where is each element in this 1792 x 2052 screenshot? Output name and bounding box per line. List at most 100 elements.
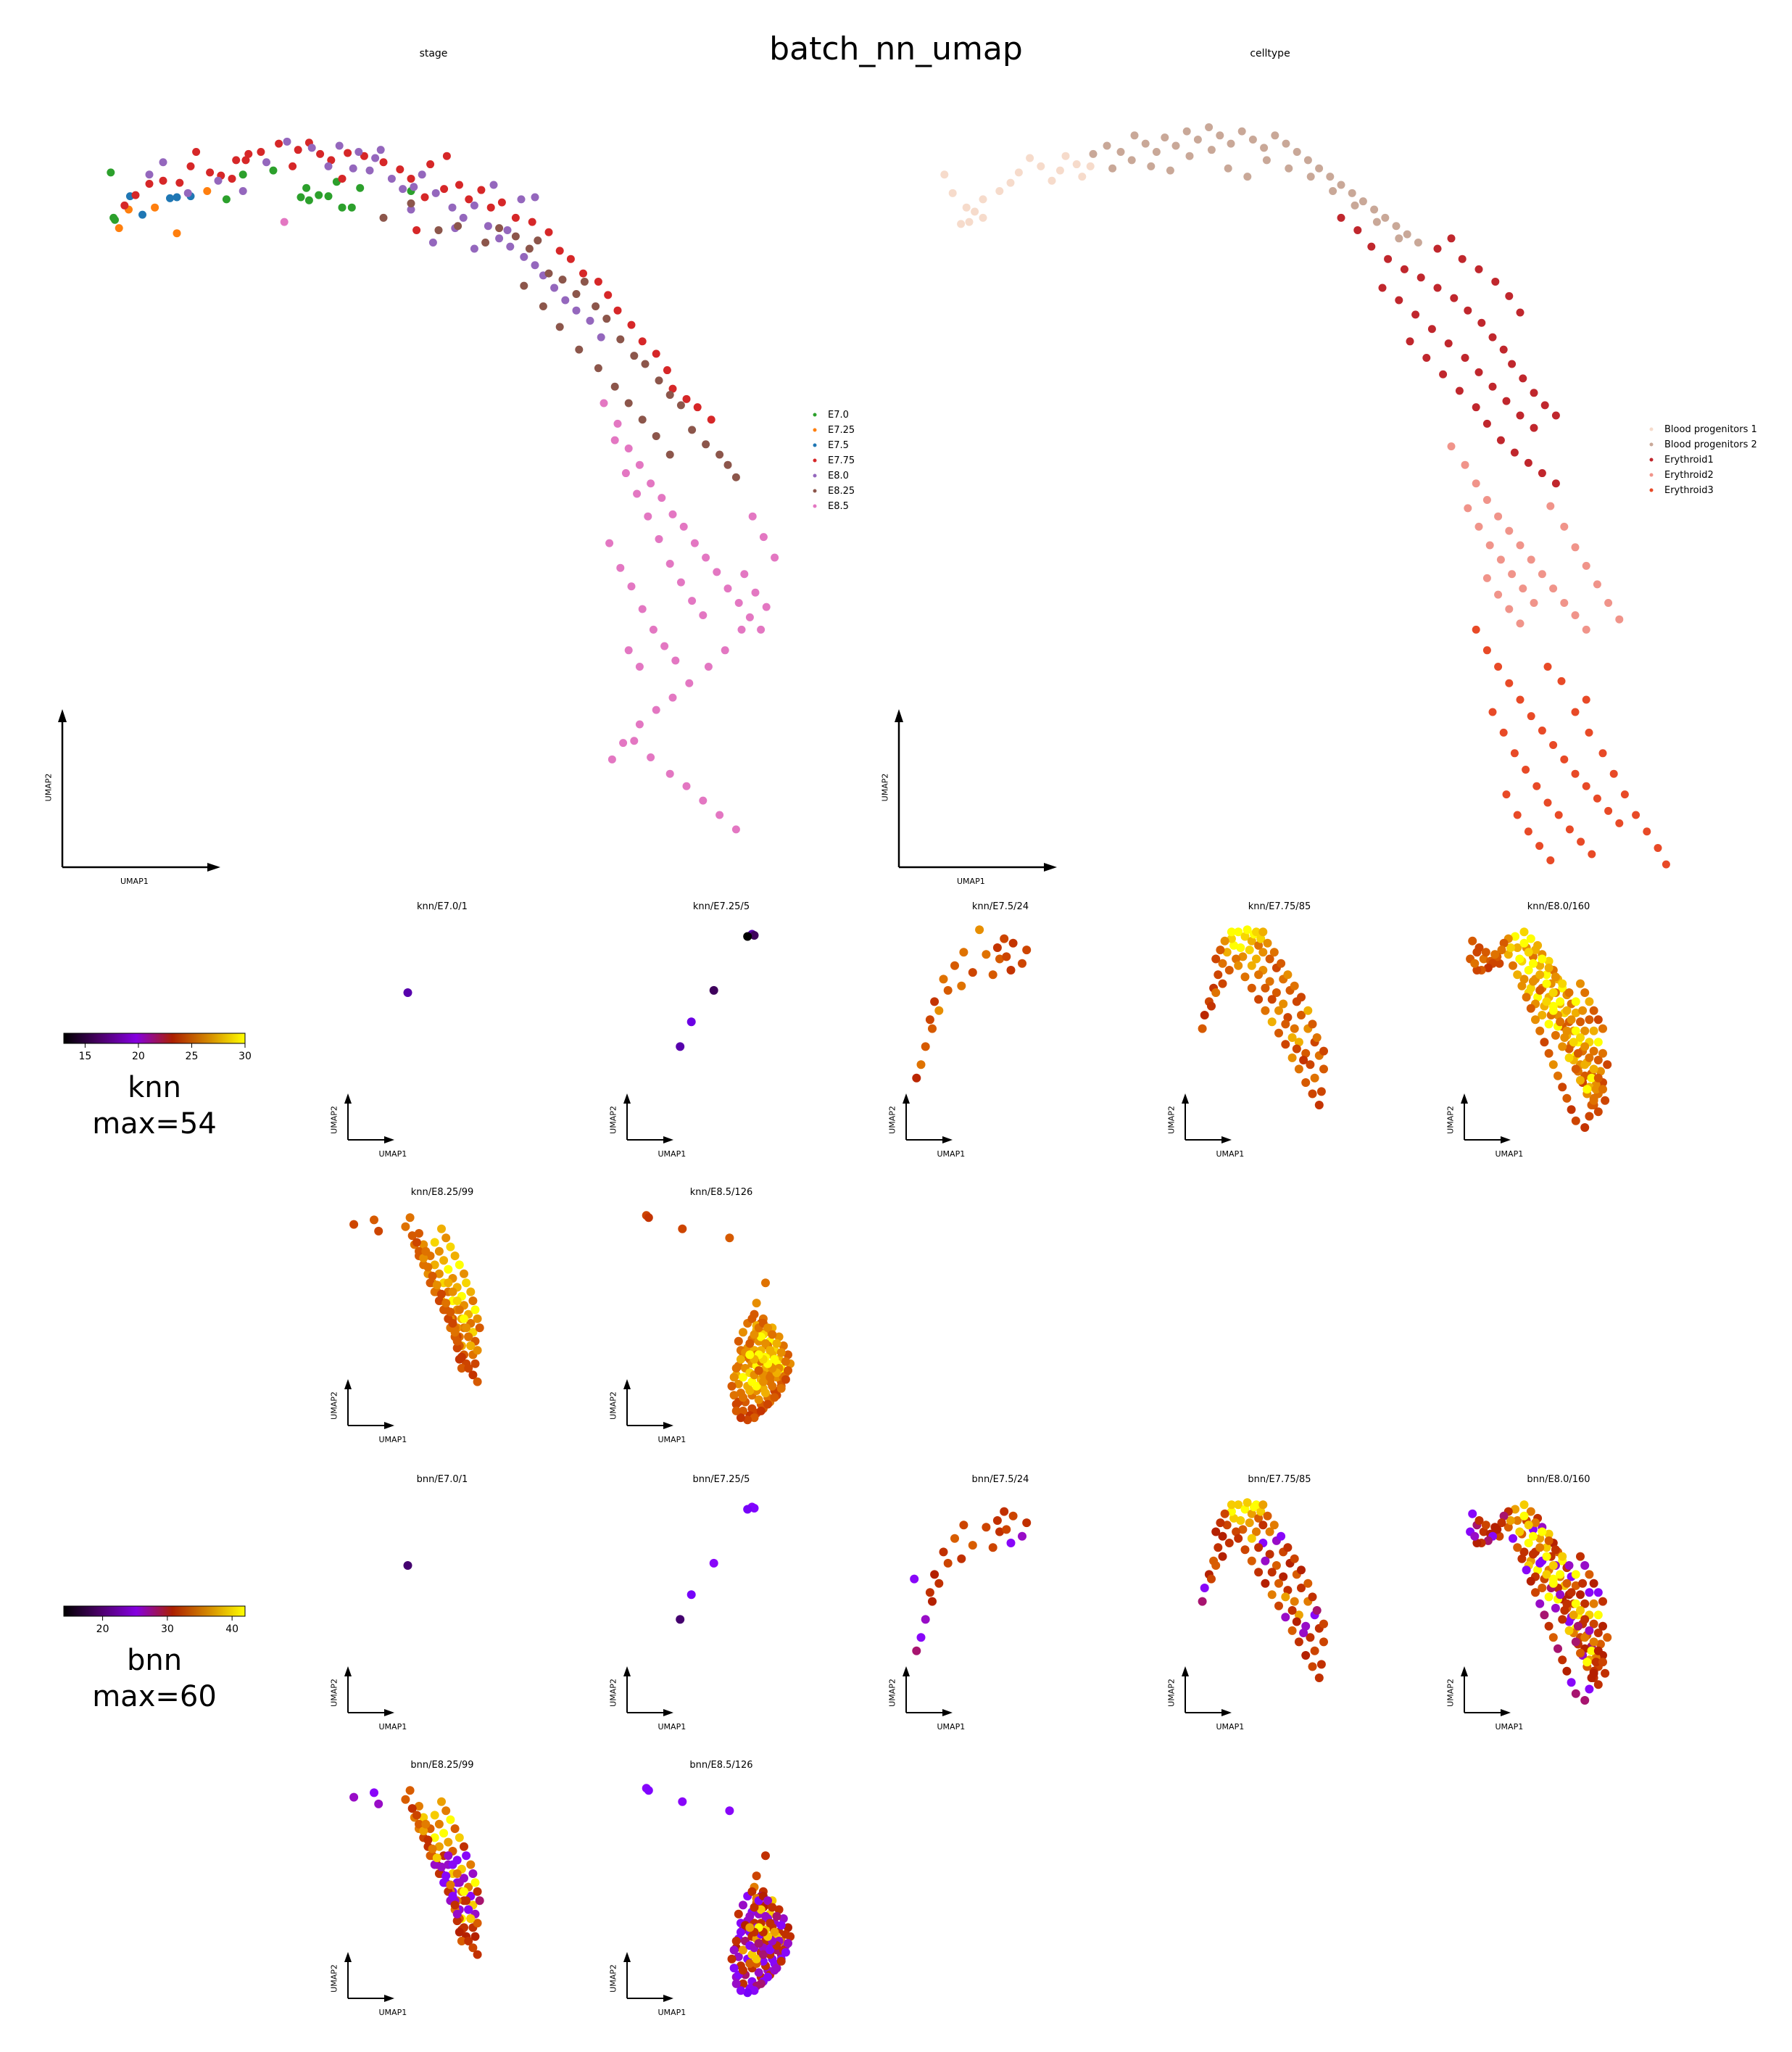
scatter-point — [1470, 959, 1480, 968]
scatter-point — [1494, 590, 1503, 599]
scatter-point — [740, 570, 749, 579]
scatter-point — [979, 213, 987, 222]
scatter-point — [1516, 541, 1525, 550]
x-axis-label: UMAP1 — [1496, 1722, 1524, 1732]
scatter-point — [676, 578, 685, 587]
scatter-point — [470, 1305, 480, 1315]
scatter-point — [1580, 1633, 1590, 1642]
scatter-point — [1551, 1603, 1560, 1613]
scatter-point — [441, 1806, 451, 1816]
scatter-point — [1517, 1554, 1527, 1563]
scatter-point — [1262, 156, 1271, 165]
legend-entry: Erythroid1 — [1664, 455, 1714, 466]
scatter-point — [1532, 782, 1541, 790]
scatter-point — [1542, 1543, 1551, 1552]
scatter-point — [344, 149, 352, 157]
scatter-point — [750, 1503, 759, 1513]
scatter-point — [751, 588, 760, 597]
scatter-point — [1481, 948, 1490, 957]
scatter-point — [613, 419, 622, 428]
scatter-point — [709, 985, 718, 995]
scatter-point — [1556, 1590, 1565, 1600]
scatter-point — [1571, 543, 1580, 552]
scatter-point — [1294, 1064, 1303, 1074]
scatter-point — [444, 1837, 453, 1847]
scatter-point — [434, 1819, 444, 1829]
scatter-point — [957, 1554, 966, 1563]
scatter-point — [1526, 1004, 1535, 1013]
scatter-point — [437, 1289, 446, 1299]
scatter-point — [396, 165, 405, 174]
scatter-point — [1337, 213, 1345, 222]
y-arrow-head — [1182, 1093, 1189, 1104]
scatter-point — [407, 205, 415, 214]
scatter-point — [1598, 1048, 1607, 1058]
scatter-point — [1567, 1678, 1576, 1687]
scatter-point — [1127, 156, 1136, 165]
scatter-point — [1152, 148, 1161, 157]
scatter-point — [1589, 1637, 1598, 1647]
scatter-point — [971, 207, 979, 216]
scatter-point — [1292, 1044, 1301, 1054]
scatter-point — [1261, 983, 1270, 993]
scatter-point — [1490, 950, 1500, 959]
scatter-point — [1166, 166, 1174, 175]
subplot-knn-E7-0-1: knn/E7.0/1 UMAP1 UMAP2 — [330, 901, 468, 1159]
y-axis-label: UMAP2 — [44, 774, 54, 802]
scatter-point — [1245, 946, 1254, 955]
scatter-point — [257, 148, 265, 157]
scatter-point — [768, 1330, 777, 1339]
y-axis-label: UMAP2 — [609, 1106, 618, 1134]
scatter-point — [1316, 1660, 1326, 1669]
scatter-point — [1519, 1547, 1529, 1557]
scatter-point — [1567, 1588, 1576, 1597]
scatter-point — [1560, 1033, 1569, 1042]
scatter-point — [605, 539, 614, 547]
scatter-point — [1267, 1017, 1277, 1027]
scatter-point — [302, 183, 311, 192]
scatter-point — [763, 1896, 773, 1906]
scatter-point — [1508, 570, 1517, 579]
colorbar-label: bnn — [127, 1644, 182, 1677]
scatter-point — [428, 238, 437, 247]
scatter-point — [1224, 164, 1232, 173]
scatter-point — [1593, 1610, 1603, 1620]
scatter-point — [1558, 1615, 1567, 1624]
scatter-point — [910, 1574, 919, 1584]
scatter-point — [558, 276, 567, 284]
scatter-point — [1589, 1619, 1598, 1629]
scatter-point — [676, 1615, 685, 1624]
scatter-point — [349, 1792, 359, 1802]
scatter-point — [1573, 1621, 1582, 1631]
y-arrow-head — [623, 1952, 631, 1962]
scatter-point — [600, 399, 608, 407]
scatter-point — [1439, 370, 1448, 378]
scatter-point — [1535, 961, 1545, 970]
scatter-point — [1312, 1033, 1322, 1042]
scatter-point — [1283, 1013, 1293, 1022]
subplot-knn-E8-25-99: knn/E8.25/99 UMAP1 UMAP2 — [330, 1187, 484, 1444]
scatter-point — [470, 244, 478, 253]
scatter-point — [1211, 1527, 1221, 1536]
scatter-point — [699, 796, 708, 805]
scatter-point — [1513, 1543, 1522, 1552]
scatter-point — [754, 1939, 763, 1948]
legend-marker — [813, 443, 817, 447]
scatter-point — [462, 1323, 471, 1333]
scatter-point — [484, 222, 492, 231]
scatter-point — [183, 189, 192, 197]
scatter-point — [1569, 1038, 1578, 1047]
scatter-point — [503, 226, 512, 234]
scatter-point — [407, 1804, 417, 1813]
scatter-point — [1468, 936, 1477, 946]
scatter-point — [1591, 1085, 1601, 1094]
scatter-point — [757, 625, 766, 634]
scatter-point — [761, 1851, 770, 1861]
y-arrow-head — [1182, 1666, 1189, 1676]
scatter-point — [1422, 354, 1431, 363]
colorbar-note: max=60 — [92, 1680, 217, 1713]
scatter-point — [1293, 148, 1301, 157]
scatter-point — [1234, 1534, 1243, 1543]
scatter-point — [1593, 1073, 1603, 1083]
